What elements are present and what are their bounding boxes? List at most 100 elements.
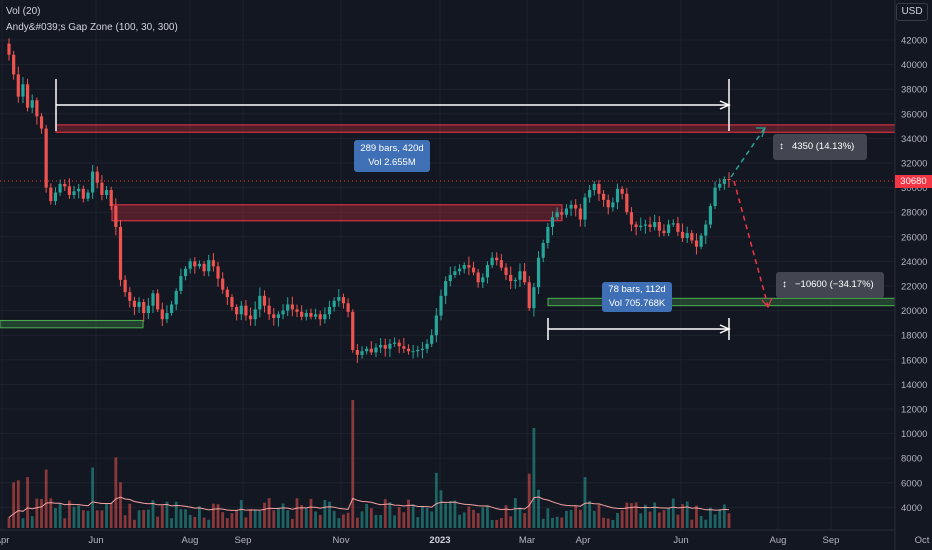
volume-bar bbox=[411, 504, 415, 528]
candle-body bbox=[541, 242, 545, 258]
volume-bar bbox=[444, 503, 448, 528]
volume-bar bbox=[160, 505, 164, 528]
volume-bar bbox=[499, 518, 503, 528]
volume-bar bbox=[430, 511, 434, 528]
candle-body bbox=[239, 305, 243, 315]
candle-body bbox=[620, 188, 624, 194]
candles bbox=[7, 38, 731, 363]
candle-body bbox=[272, 314, 276, 318]
price-tick-label: 16000 bbox=[901, 355, 927, 366]
candle-body bbox=[518, 271, 522, 280]
candle-body bbox=[402, 346, 406, 349]
candle-body bbox=[639, 225, 643, 227]
candle-body bbox=[146, 305, 150, 314]
volume-bar bbox=[281, 503, 285, 528]
volume-bar bbox=[318, 514, 322, 528]
candle-body bbox=[118, 226, 123, 280]
projection-down-box[interactable]: ↕ −10600 (−34.17%) bbox=[776, 272, 884, 298]
candle-body bbox=[588, 190, 592, 198]
price-tick-label: 18000 bbox=[901, 331, 927, 342]
volume-bar bbox=[12, 482, 16, 528]
candle-body bbox=[532, 287, 536, 309]
candle-body bbox=[676, 223, 680, 232]
volume-bar bbox=[119, 482, 122, 528]
projection-down-arrowhead bbox=[761, 297, 773, 309]
volume-bar bbox=[239, 500, 243, 528]
volume-bar bbox=[676, 514, 680, 528]
volume-bar bbox=[662, 510, 666, 528]
volume-bar bbox=[351, 400, 355, 528]
volume-bar bbox=[421, 506, 424, 528]
projection-up-box[interactable]: ↕ 4350 (14.13%) bbox=[773, 134, 867, 160]
candle-body bbox=[379, 345, 383, 348]
candle-body bbox=[708, 206, 713, 225]
candle-body bbox=[392, 342, 397, 344]
candle-body bbox=[313, 314, 318, 317]
measure-volume-label: Vol 2.655M bbox=[368, 157, 416, 168]
time-axis[interactable]: Apr Jun Aug Sep Nov 2023 Mar Apr Jun Aug Sep Oct bbox=[0, 535, 930, 546]
volume-bar bbox=[221, 512, 225, 528]
candle-body bbox=[485, 265, 490, 278]
volume-bar bbox=[95, 510, 99, 528]
volume-bar bbox=[355, 517, 359, 528]
candle-body bbox=[332, 300, 336, 307]
volume-bar bbox=[643, 504, 647, 528]
price-tick-label: 32000 bbox=[901, 159, 927, 170]
candle-body bbox=[611, 202, 615, 208]
volume-bar bbox=[67, 500, 71, 528]
volume-bar bbox=[314, 511, 317, 528]
price-axis-bg[interactable] bbox=[895, 0, 932, 536]
volume-bar bbox=[77, 505, 81, 528]
price-tick-label: 26000 bbox=[901, 232, 927, 243]
candle-body bbox=[230, 297, 234, 307]
candle-body bbox=[360, 351, 364, 355]
candle-body bbox=[462, 265, 466, 269]
candle-body bbox=[72, 191, 76, 195]
candle-body bbox=[629, 212, 634, 225]
candle-body bbox=[434, 315, 438, 336]
volume-bar bbox=[360, 511, 364, 528]
candle-body bbox=[467, 265, 471, 268]
candle-body bbox=[718, 183, 722, 188]
volume-bar bbox=[109, 503, 113, 528]
measure-lines bbox=[55, 79, 731, 340]
candle-body bbox=[397, 342, 401, 347]
candle-body bbox=[388, 343, 392, 349]
volume-bar bbox=[653, 502, 657, 528]
volume-bar bbox=[527, 473, 531, 528]
price-tick-label: 10000 bbox=[901, 429, 927, 440]
currency-button[interactable]: USD bbox=[896, 3, 928, 21]
candle-body bbox=[685, 233, 689, 239]
volume-bar bbox=[63, 518, 67, 528]
price-tick-label: 22000 bbox=[901, 282, 927, 293]
candle-body bbox=[179, 276, 183, 291]
volume-bar bbox=[509, 516, 513, 528]
projection-lines bbox=[730, 127, 773, 309]
candle-body bbox=[365, 348, 369, 352]
volume-bar bbox=[7, 517, 11, 528]
volume-bar bbox=[35, 498, 39, 528]
gap-zone-indicator-label[interactable]: Andy&#039;s Gap Zone (100, 30, 300) bbox=[6, 22, 178, 33]
volume-bar bbox=[602, 517, 605, 528]
volume-bar bbox=[397, 507, 401, 528]
volume-bar bbox=[263, 502, 266, 528]
volume-indicator-label[interactable]: Vol (20) bbox=[6, 6, 41, 17]
price-tick-label: 42000 bbox=[901, 36, 927, 47]
candle-body bbox=[67, 186, 71, 195]
volume-bar bbox=[365, 503, 369, 528]
candle-body bbox=[583, 197, 587, 220]
measure-info-box[interactable]: 78 bars, 112d Vol 705.768K bbox=[602, 282, 672, 312]
volume-bar bbox=[21, 518, 25, 528]
candle-body bbox=[555, 212, 559, 218]
time-tick-label: Aug bbox=[770, 535, 787, 546]
candle-body bbox=[699, 235, 703, 247]
candle-body bbox=[481, 277, 485, 283]
measure-info-box[interactable]: 289 bars, 420d Vol 2.655M bbox=[354, 140, 430, 172]
price-axis[interactable]: 4000 6000 8000 10000 12000 14000 16000 18000 200… bbox=[901, 36, 927, 514]
candle-body bbox=[727, 178, 731, 180]
volume-bar bbox=[277, 507, 280, 528]
volume-bar bbox=[597, 504, 601, 528]
candle-body bbox=[300, 311, 304, 317]
volume-bar bbox=[709, 507, 712, 528]
